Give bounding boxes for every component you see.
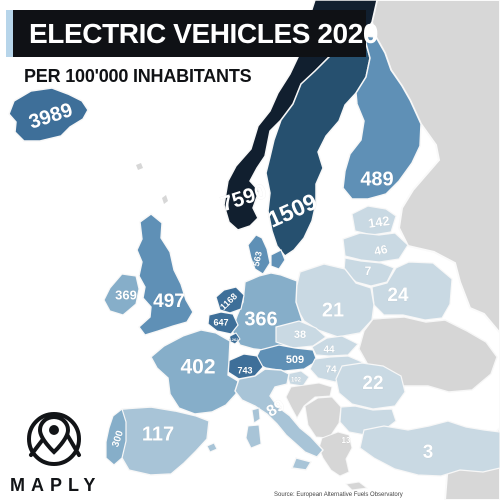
- value-luxembourg: 1262: [230, 337, 240, 342]
- crete-island: [344, 481, 369, 491]
- country-turkey: [359, 420, 500, 477]
- value-switzerland: 743: [237, 365, 252, 375]
- brand-logo: MAPLY: [10, 408, 98, 496]
- value-bulgaria: 13: [342, 436, 351, 445]
- country-slovakia: [311, 335, 359, 357]
- country-slovenia: [286, 370, 310, 387]
- value-germany: 366: [244, 308, 277, 330]
- value-hungary: 74: [325, 365, 337, 376]
- value-latvia: 46: [373, 242, 389, 259]
- value-slovenia: 102: [291, 378, 302, 384]
- country-denmark: [247, 234, 286, 275]
- country-balkans-west: [304, 396, 342, 439]
- country-portugal: [105, 407, 127, 466]
- brand-name: MAPLY: [10, 475, 102, 495]
- country-italy: [234, 368, 324, 471]
- country-czechia: [275, 320, 327, 349]
- value-slovakia: 44: [323, 345, 335, 356]
- country-finland: [342, 35, 422, 200]
- value-turkey: 3: [423, 442, 434, 463]
- country-ireland: [103, 273, 140, 316]
- value-romania: 22: [362, 373, 383, 394]
- country-netherlands: [215, 286, 245, 314]
- value-poland: 21: [322, 299, 344, 321]
- sardinia-island: [245, 424, 262, 449]
- balearic-islands: [206, 442, 218, 453]
- map-pin-mountain-icon: [27, 412, 81, 466]
- value-ireland: 369: [115, 287, 137, 302]
- value-lithuania: 7: [365, 264, 372, 278]
- value-belgium: 647: [213, 317, 228, 327]
- value-spain: 117: [142, 423, 174, 445]
- country-croatia: [285, 382, 333, 420]
- country-iceland: [8, 87, 89, 142]
- country-switzerland: [227, 353, 264, 380]
- country-greece: [318, 431, 353, 477]
- country-france: [150, 329, 239, 415]
- value-portugal: 300: [110, 429, 126, 449]
- country-estonia: [351, 205, 397, 236]
- value-finland: 489: [360, 168, 393, 190]
- country-united-kingdom: [136, 213, 194, 336]
- page-subtitle: PER 100'000 INHABITANTS: [24, 66, 252, 86]
- page-title: ELECTRIC VEHICLES 2020: [29, 17, 379, 49]
- country-latvia: [342, 232, 409, 263]
- value-united-kingdom: 497: [153, 291, 185, 312]
- value-belarus: 24: [387, 285, 409, 306]
- country-romania: [335, 362, 406, 410]
- value-czechia: 38: [294, 329, 306, 341]
- country-belarus: [371, 261, 453, 321]
- value-denmark: 563: [251, 250, 264, 267]
- source-note: Source: European Alternative Fuels Obser…: [274, 492, 403, 498]
- value-austria: 509: [286, 354, 304, 366]
- faroe-islands: [136, 163, 143, 170]
- title-banner: ELECTRIC VEHICLES 2020: [6, 10, 378, 57]
- corsica-island: [251, 407, 261, 424]
- shetland-islands: [162, 195, 168, 204]
- value-estonia: 142: [367, 213, 391, 231]
- country-belgium: [207, 311, 239, 335]
- value-france: 402: [180, 356, 215, 379]
